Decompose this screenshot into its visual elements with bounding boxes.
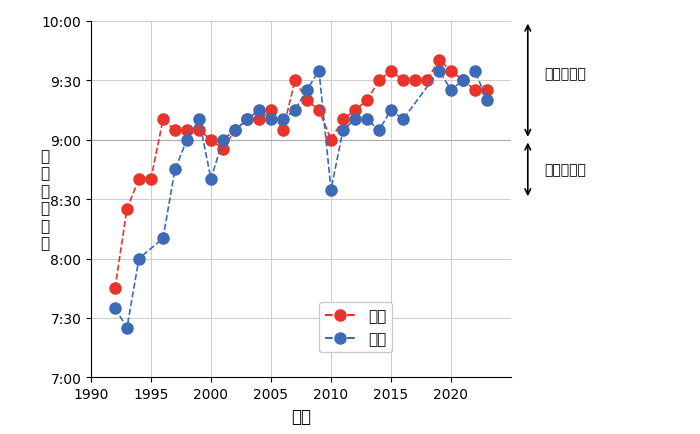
世界 [122,207,131,212]
日本 [159,236,167,241]
世界 [458,79,467,84]
世界 [327,138,335,143]
世界 [483,88,491,93]
世界 [171,128,179,133]
日本 [206,177,215,182]
世界 [303,99,312,104]
X-axis label: 年度: 年度 [291,407,311,425]
日本 [219,138,228,143]
世界 [423,79,431,84]
世界 [290,79,299,84]
世界 [206,138,215,143]
日本 [458,79,467,84]
世界 [447,69,455,74]
日本 [135,256,143,262]
日本 [122,325,131,330]
世界 [111,286,119,291]
世界 [279,128,287,133]
Text: かなり不安: かなり不安 [545,163,587,177]
日本 [111,306,119,311]
世界 [411,79,419,84]
日本 [183,138,191,143]
日本 [327,187,335,193]
世界 [183,128,191,133]
Line: 世界: 世界 [109,55,493,294]
日本 [315,69,323,74]
世界 [267,108,275,113]
世界 [363,99,371,104]
世界 [135,177,143,182]
日本 [483,99,491,104]
世界 [387,69,395,74]
日本 [374,128,383,133]
世界 [255,118,263,123]
世界 [219,147,228,152]
日本 [267,118,275,123]
日本 [255,108,263,113]
日本 [363,118,371,123]
日本 [435,69,443,74]
日本 [279,118,287,123]
日本 [290,108,299,113]
Y-axis label: 環
境
危
機
時
刻: 環 境 危 機 時 刻 [40,149,50,250]
世界 [231,128,239,133]
世界 [339,118,347,123]
世界 [195,128,203,133]
日本 [399,118,407,123]
Text: 極めて不安: 極めて不安 [545,67,587,81]
日本 [447,88,455,93]
日本 [387,108,395,113]
世界 [351,108,359,113]
世界 [159,118,167,123]
日本 [339,128,347,133]
日本 [231,128,239,133]
世界 [399,79,407,84]
日本 [195,118,203,123]
世界 [374,79,383,84]
日本 [243,118,251,123]
世界 [315,108,323,113]
世界 [435,58,443,63]
Legend: 世界, 日本: 世界, 日本 [319,302,392,352]
日本 [303,88,312,93]
日本 [171,168,179,173]
Line: 日本: 日本 [109,66,493,333]
世界 [243,118,251,123]
世界 [471,88,480,93]
日本 [471,69,480,74]
日本 [351,118,359,123]
世界 [147,177,155,182]
